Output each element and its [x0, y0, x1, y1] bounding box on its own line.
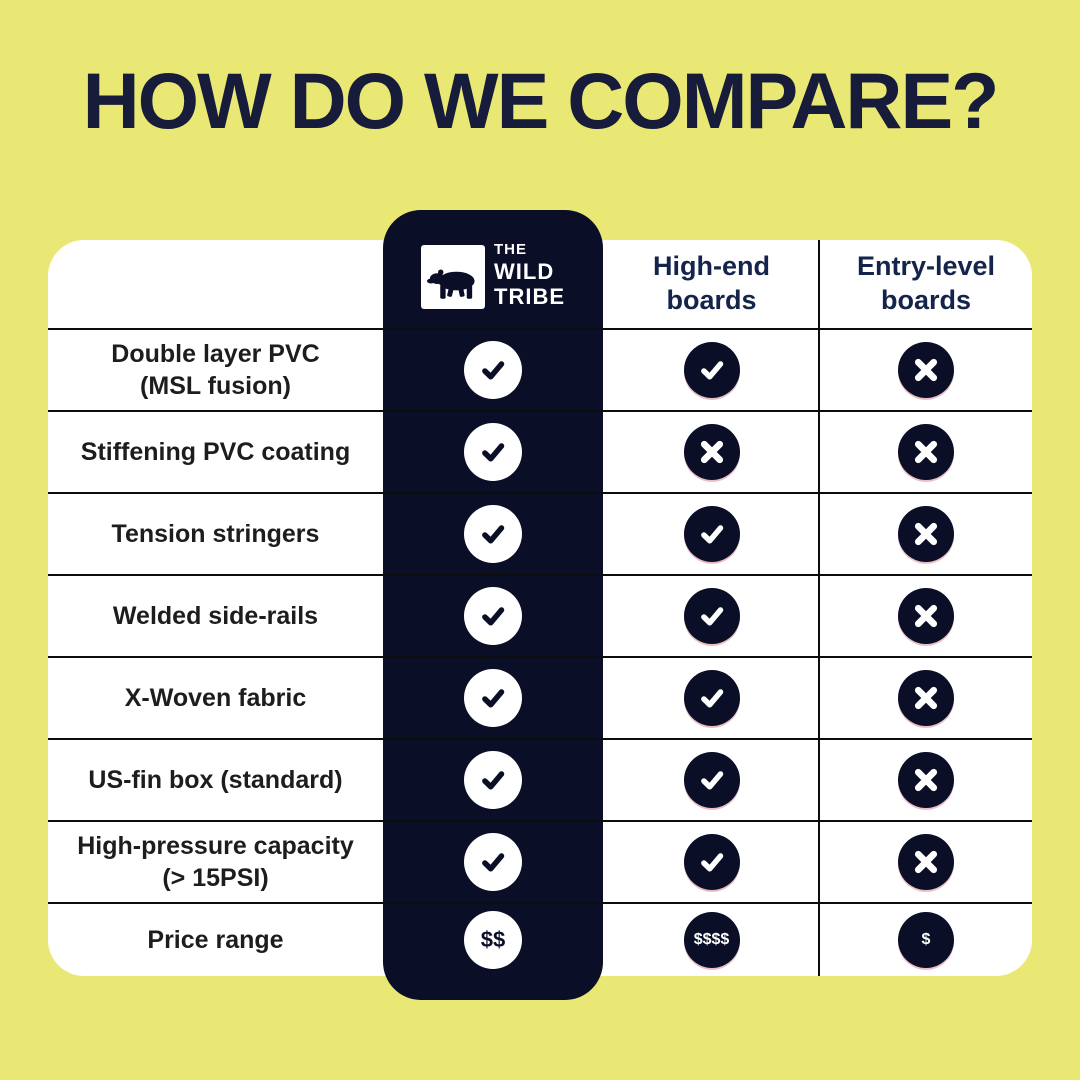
entry-level-cell	[820, 494, 1032, 574]
high-end-cell	[603, 822, 820, 902]
feature-label: High-pressure capacity (> 15PSI)	[77, 831, 354, 893]
check-icon	[464, 587, 522, 645]
table-row: Double layer PVC (MSL fusion)	[48, 330, 1032, 412]
check-icon	[464, 669, 522, 727]
entry-level-cell	[820, 822, 1032, 902]
feature-label: Welded side-rails	[112, 601, 319, 630]
check-icon	[683, 342, 740, 398]
column-divider	[818, 240, 820, 976]
feature-label: X-Woven fabric	[124, 683, 307, 712]
page-title: HOW DO WE COMPARE?	[82, 56, 1000, 145]
cross-icon	[683, 424, 740, 480]
high-end-cell	[603, 412, 820, 492]
price-value: $	[921, 931, 931, 948]
check-icon	[464, 833, 522, 891]
price-value: $$$$	[693, 931, 730, 948]
check-icon	[683, 752, 740, 808]
entry-level-cell	[820, 576, 1032, 656]
high-end-cell	[603, 330, 820, 410]
wild-tribe-cell	[383, 658, 603, 738]
entry-level-cell	[820, 658, 1032, 738]
feature-label: Stiffening PVC coating	[80, 437, 351, 466]
table-rows: Double layer PVC (MSL fusion) Stiffening …	[48, 330, 1032, 976]
feature-label: US-fin box (standard)	[88, 765, 343, 794]
entry-level-cell: $	[820, 904, 1032, 976]
cross-icon	[898, 588, 954, 644]
table-row: Stiffening PVC coating	[48, 412, 1032, 494]
cross-icon	[898, 834, 954, 890]
high-end-cell	[603, 576, 820, 656]
cross-icon	[898, 506, 954, 562]
header-feature-spacer	[48, 240, 383, 328]
check-icon	[464, 423, 522, 481]
high-end-cell	[603, 658, 820, 738]
wild-tribe-cell	[383, 494, 603, 574]
wild-tribe-cell	[383, 412, 603, 492]
check-icon	[683, 670, 740, 726]
comparison-table: High-end boards Entry-level boards Doubl…	[48, 240, 1032, 976]
check-icon	[683, 588, 740, 644]
feature-label: Price range	[147, 925, 284, 954]
check-icon	[464, 505, 522, 563]
bear-icon	[421, 244, 485, 309]
wordmark-line: WILD	[494, 259, 555, 284]
header-high-end: High-end boards	[653, 251, 770, 315]
wild-tribe-cell	[383, 330, 603, 410]
entry-level-cell	[820, 412, 1032, 492]
table-row: X-Woven fabric	[48, 658, 1032, 740]
wild-tribe-wordmark: THE WILD TRIBE	[494, 242, 565, 311]
entry-level-cell	[820, 330, 1032, 410]
wild-tribe-cell: $$	[383, 904, 603, 976]
price-badge: $$$$	[683, 912, 740, 968]
price-badge: $$	[464, 911, 522, 969]
table-row: High-pressure capacity (> 15PSI)	[48, 822, 1032, 904]
check-icon	[464, 341, 522, 399]
feature-label: Tension stringers	[111, 519, 320, 548]
table-row: Tension stringers	[48, 494, 1032, 576]
feature-label: Double layer PVC (MSL fusion)	[111, 339, 320, 401]
wordmark-line: TRIBE	[494, 284, 565, 309]
cross-icon	[898, 424, 954, 480]
wild-tribe-cell	[383, 576, 603, 656]
price-badge: $	[898, 912, 954, 968]
cross-icon	[898, 752, 954, 808]
table-row: Price range $$ $$$$ $	[48, 904, 1032, 976]
check-icon	[464, 751, 522, 809]
price-value: $$	[480, 927, 506, 952]
wild-tribe-cell	[383, 822, 603, 902]
wild-tribe-logo: THE WILD TRIBE	[383, 210, 603, 311]
table-row: Welded side-rails	[48, 576, 1032, 658]
check-icon	[683, 834, 740, 890]
high-end-cell	[603, 494, 820, 574]
high-end-cell: $$$$	[603, 904, 820, 976]
table-row: US-fin box (standard)	[48, 740, 1032, 822]
cross-icon	[898, 342, 954, 398]
header-entry-level: Entry-level boards	[856, 251, 996, 315]
high-end-cell	[603, 740, 820, 820]
wild-tribe-cell	[383, 740, 603, 820]
entry-level-cell	[820, 740, 1032, 820]
table-header: High-end boards Entry-level boards	[48, 240, 1032, 330]
header-wild-tribe-spacer	[383, 240, 603, 328]
cross-icon	[898, 670, 954, 726]
check-icon	[683, 506, 740, 562]
wordmark-line: THE	[494, 241, 527, 258]
